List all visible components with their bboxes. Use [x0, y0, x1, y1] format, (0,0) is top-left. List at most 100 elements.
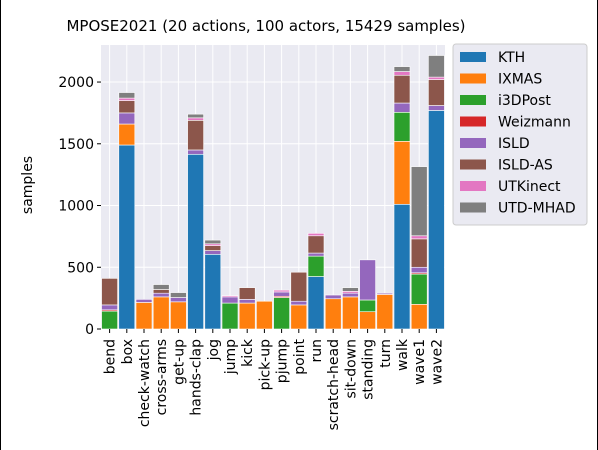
bar-segment-check-watch-isld [136, 299, 152, 302]
bar-segment-walk-kth [394, 204, 410, 329]
legend-label-isld-as: ISLD-AS [498, 158, 553, 174]
bar-segment-wave1-isld [411, 267, 427, 273]
bar-segment-wave2-kth [428, 110, 444, 329]
legend-label-isld: ISLD [498, 136, 530, 152]
y-tick-label: 1000 [58, 199, 94, 215]
legend-swatch-isld-as [460, 160, 486, 170]
bar-segment-run-kth [308, 277, 324, 329]
x-tick-label-pjump: pjump [275, 339, 291, 383]
bar-segment-point-isld-as [291, 272, 307, 301]
legend-swatch-weizmann [460, 117, 486, 127]
bar-segment-standing-ixmas [360, 312, 376, 329]
bar-segment-cross-arms-isld-as [153, 289, 169, 293]
bar-segment-check-watch-ixmas [136, 302, 152, 329]
bar-segment-wave1-ixmas [411, 304, 427, 329]
bar-segment-wave2-utkinect [428, 77, 444, 79]
bar-segment-wave2-utd-mhad [428, 55, 444, 77]
bar-segment-scratch-head-isld [325, 295, 341, 299]
y-tick-label: 0 [85, 322, 94, 338]
bar-segment-run-utkinect [308, 233, 324, 235]
legend-label-weizmann: Weizmann [498, 115, 571, 131]
bar-segment-box-isld [119, 113, 135, 124]
x-tick-label-get-up: get-up [171, 339, 187, 385]
bar-segment-jog-isld-as [205, 246, 221, 251]
bar-segment-pick-up-ixmas [256, 301, 272, 329]
bar-segment-kick-isld [239, 299, 255, 303]
bar-segment-walk-isld [394, 103, 410, 112]
bar-segment-jog-kth [205, 254, 221, 329]
bar-segment-point-isld [291, 301, 307, 305]
bar-segment-standing-i3dpost [360, 300, 376, 312]
legend-swatch-isld [460, 138, 486, 148]
bar-segment-get-up-ixmas [170, 302, 186, 329]
bar-segment-cross-arms-isld [153, 293, 169, 297]
bar-segment-jump-isld [222, 297, 238, 303]
x-tick-label-jump: jump [223, 339, 239, 375]
bar-segment-hands-clap-isld-as [188, 120, 204, 150]
frame-border-left [0, 0, 1, 450]
bar-segment-point-ixmas [291, 305, 307, 329]
bar-segment-walk-ixmas [394, 141, 410, 204]
plot-background [101, 45, 445, 329]
bar-segment-hands-clap-kth [188, 154, 204, 329]
bar-segment-box-utd-mhad [119, 93, 135, 99]
bar-segment-pjump-utkinect [274, 290, 290, 292]
bar-segment-wave1-i3dpost [411, 274, 427, 304]
x-tick-label-walk: walk [395, 338, 411, 371]
bar-segment-wave1-utd-mhad [411, 167, 427, 236]
legend-label-kth: KTH [498, 50, 525, 66]
x-tick-label-jog: jog [206, 339, 222, 361]
legend-swatch-utkinect [460, 181, 486, 191]
bar-segment-run-isld [308, 253, 324, 256]
bar-segment-sit-down-ixmas [342, 297, 358, 329]
x-tick-label-wave1: wave1 [412, 339, 428, 385]
bar-segment-box-kth [119, 145, 135, 329]
x-tick-label-check-watch: check-watch [137, 339, 153, 427]
x-tick-label-point: point [292, 339, 308, 375]
x-tick-label-hands-clap: hands-clap [189, 339, 205, 416]
legend-swatch-kth [460, 52, 486, 62]
bar-segment-pjump-isld [274, 292, 290, 296]
x-tick-label-bend: bend [103, 339, 119, 374]
legend-label-utkinect: UTKinect [498, 179, 561, 195]
bar-segment-scratch-head-ixmas [325, 299, 341, 329]
legend-swatch-ixmas [460, 74, 486, 84]
bar-segment-get-up-isld [170, 298, 186, 302]
legend-label-i3dpost: i3DPost [498, 93, 551, 109]
bar-segment-run-i3dpost [308, 256, 324, 276]
x-tick-label-run: run [309, 339, 325, 363]
x-tick-label-pick-up: pick-up [257, 339, 273, 391]
bar-segment-wave1-isld-as [411, 239, 427, 267]
bar-segment-box-utkinect [119, 98, 135, 100]
x-tick-label-standing: standing [361, 339, 377, 400]
bar-segment-bend-isld-as [102, 278, 118, 305]
bar-segment-wave2-isld-as [428, 80, 444, 106]
legend-swatch-i3dpost [460, 95, 486, 105]
bar-segment-walk-isld-as [394, 75, 410, 103]
bar-segment-kick-isld-as [239, 288, 255, 300]
x-tick-label-kick: kick [240, 338, 256, 367]
y-tick-label: 1500 [58, 137, 94, 153]
bar-segment-jump-utkinect [222, 296, 238, 297]
y-tick-label: 2000 [58, 75, 94, 91]
legend-swatch-utd-mhad [460, 203, 486, 213]
bar-segment-sit-down-utd-mhad [342, 288, 358, 292]
bar-segment-turn-isld [377, 293, 393, 294]
bar-segment-hands-clap-utd-mhad [188, 114, 204, 118]
bar-segment-cross-arms-utd-mhad [153, 285, 169, 290]
bar-segment-kick-ixmas [239, 303, 255, 329]
bar-segment-bend-i3dpost [102, 311, 118, 329]
bar-segment-jog-isld [205, 251, 221, 255]
bar-segment-walk-utkinect [394, 72, 410, 76]
bar-segment-box-isld-as [119, 101, 135, 113]
bar-segment-hands-clap-utkinect [188, 118, 204, 120]
bar-segment-jog-utd-mhad [205, 240, 221, 244]
y-tick-label: 500 [67, 260, 94, 276]
legend: KTH IXMAS i3DPost Weizmann ISLD ISLD-AS UTKine… [453, 44, 587, 225]
bar-segment-sit-down-isld [342, 293, 358, 297]
x-tick-label-cross-arms: cross-arms [154, 339, 170, 415]
x-tick-label-turn: turn [378, 339, 394, 368]
bar-segment-wave1-utkinect [411, 236, 427, 239]
bar-segment-wave2-isld [428, 106, 444, 111]
